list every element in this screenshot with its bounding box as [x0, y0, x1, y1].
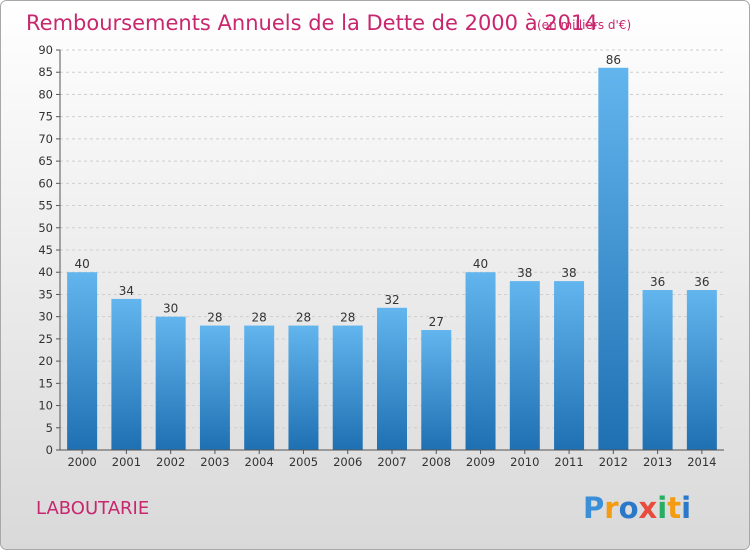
axes: [56, 49, 724, 454]
chart-subtitle: (en milliers d'€): [537, 18, 631, 32]
x-axis-ticks: 2000 2001 2002 2003 2004 2005 2006 2007 2008 2009…: [67, 455, 716, 469]
bar: [421, 330, 452, 450]
x-tick-label: 2012: [599, 455, 628, 469]
x-tick-label: 2011: [554, 455, 583, 469]
value-label: 28: [296, 311, 311, 325]
x-tick-label: 2014: [687, 455, 716, 469]
y-tick-label: 70: [38, 132, 53, 146]
bar: [377, 307, 407, 450]
bar: [686, 290, 717, 450]
logo-letter: r: [604, 491, 619, 525]
x-tick-label: 2007: [377, 455, 406, 469]
y-tick-label: 0: [46, 443, 53, 457]
value-label: 38: [561, 266, 576, 280]
value-label: 28: [207, 311, 222, 325]
y-tick-label: 35: [38, 287, 53, 301]
y-tick-label: 30: [38, 310, 53, 324]
x-tick-label: 2005: [289, 455, 318, 469]
y-tick-label: 50: [38, 221, 53, 235]
value-label: 40: [74, 257, 89, 271]
y-tick-label: 20: [38, 354, 53, 368]
value-labels: 40 34 30 28 28 28 28 32 27 40 38 38 86 36 36: [74, 53, 709, 329]
bar: [244, 325, 275, 450]
value-label: 40: [473, 257, 488, 271]
x-tick-label: 2013: [643, 455, 672, 469]
y-tick-label: 65: [38, 154, 53, 168]
commune-name: LABOUTARIE: [36, 498, 149, 519]
y-tick-label: 80: [38, 87, 53, 101]
value-label: 28: [340, 311, 355, 325]
value-label: 36: [650, 275, 665, 289]
x-tick-label: 2008: [422, 455, 451, 469]
y-tick-label: 5: [46, 421, 53, 435]
logo-letter: t: [667, 491, 681, 525]
y-tick-label: 15: [38, 376, 53, 390]
bar: [598, 67, 629, 451]
value-label: 27: [429, 315, 444, 329]
bar: [288, 325, 319, 450]
value-label: 30: [163, 302, 178, 316]
proxiti-logo: Proxiti: [583, 491, 691, 525]
bar: [642, 290, 673, 450]
y-tick-label: 45: [38, 243, 53, 257]
value-label: 28: [252, 311, 267, 325]
bar: [332, 325, 363, 450]
logo-letter: P: [583, 491, 604, 525]
chart-title: Remboursements Annuels de la Dette de 20…: [26, 11, 598, 35]
value-label: 38: [517, 266, 532, 280]
x-tick-label: 2003: [200, 455, 229, 469]
value-label: 86: [606, 53, 621, 67]
y-tick-label: 60: [38, 176, 53, 190]
y-tick-label: 75: [38, 110, 53, 124]
x-tick-label: 2009: [466, 455, 495, 469]
y-tick-label: 55: [38, 199, 53, 213]
x-tick-label: 2004: [245, 455, 274, 469]
bar: [509, 281, 540, 450]
logo-letter: i: [681, 491, 691, 525]
value-label: 36: [694, 275, 709, 289]
logo-letter: i: [657, 491, 667, 525]
bar: [199, 325, 230, 450]
bar: [67, 272, 98, 450]
y-tick-label: 90: [38, 43, 53, 57]
value-label: 34: [119, 284, 134, 298]
y-axis-ticks: 0 5 10 15 20 25 30 35 40 45 50 55 60 65 70 75 80 85 90: [38, 43, 53, 457]
y-tick-label: 10: [38, 399, 53, 413]
x-tick-label: 2001: [112, 455, 141, 469]
logo-letter: o: [619, 491, 639, 525]
x-tick-label: 2010: [510, 455, 539, 469]
bars: [67, 67, 717, 451]
value-label: 32: [384, 293, 399, 307]
x-tick-label: 2006: [333, 455, 362, 469]
x-tick-label: 2002: [156, 455, 185, 469]
bar: [465, 272, 496, 450]
y-tick-label: 25: [38, 332, 53, 346]
logo-letter: x: [639, 491, 658, 525]
bar: [111, 298, 142, 450]
y-tick-label: 40: [38, 265, 53, 279]
bar: [155, 316, 186, 450]
bar: [554, 281, 585, 450]
y-tick-label: 85: [38, 65, 53, 79]
x-tick-label: 2000: [67, 455, 96, 469]
